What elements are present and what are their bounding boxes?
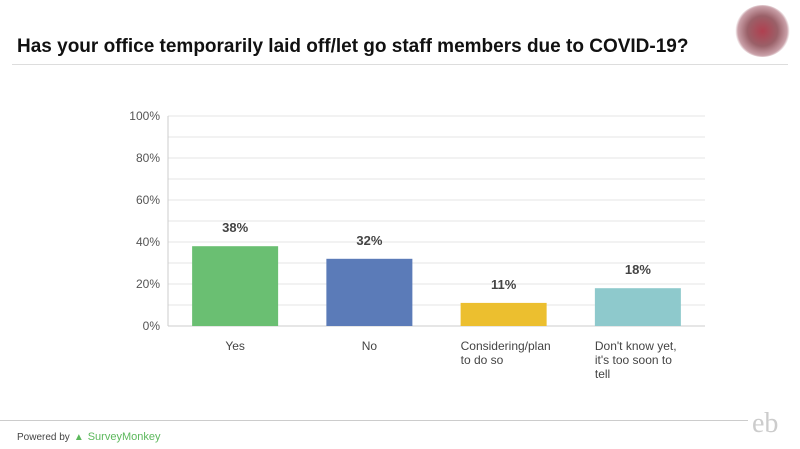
bar (594, 288, 681, 326)
x-tick-label: Don't know yet, (595, 339, 677, 353)
data-label: 18% (625, 262, 651, 277)
surveymonkey-icon: ▲ (73, 431, 84, 443)
powered-by: Powered by ▲ SurveyMonkey (17, 431, 160, 443)
surveymonkey-brand: SurveyMonkey (87, 431, 161, 443)
eb-logo: eb (752, 408, 779, 439)
bar (460, 302, 547, 326)
coronavirus-image (735, 5, 790, 57)
x-tick-label: Considering/plan (461, 339, 551, 353)
powered-by-label: Powered by (17, 431, 70, 443)
y-tick-label: 40% (136, 235, 160, 249)
bar (192, 246, 279, 326)
x-tick-label: to do so (461, 353, 504, 367)
y-tick-label: 20% (136, 277, 160, 291)
footer-divider (0, 420, 748, 421)
title-divider (12, 64, 788, 65)
data-label: 11% (491, 277, 517, 292)
y-tick-label: 80% (136, 151, 160, 165)
x-tick-label: it's too soon to (595, 353, 672, 367)
page-title: Has your office temporarily laid off/let… (17, 36, 689, 57)
y-tick-label: 60% (136, 193, 160, 207)
x-tick-label: Yes (225, 339, 245, 353)
y-tick-label: 100% (129, 109, 160, 123)
data-label: 32% (356, 233, 382, 248)
data-label: 38% (222, 220, 248, 235)
x-tick-label: No (362, 339, 378, 353)
bar (326, 258, 413, 326)
x-tick-label: tell (595, 367, 610, 381)
y-tick-label: 0% (143, 319, 161, 333)
